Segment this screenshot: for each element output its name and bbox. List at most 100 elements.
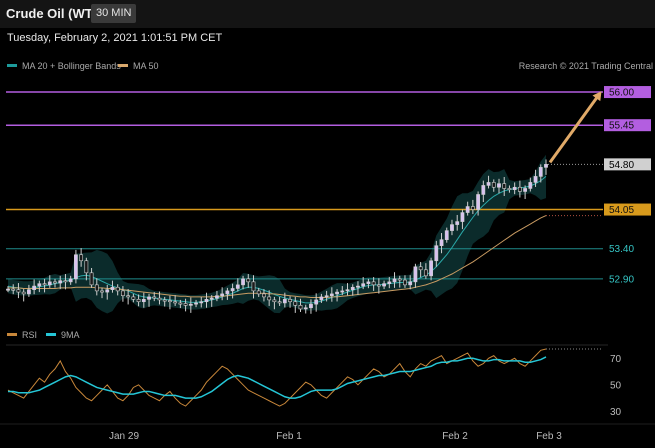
candle-body xyxy=(58,280,63,284)
candle-body xyxy=(517,186,522,192)
level-tag-55-45 xyxy=(604,119,651,132)
candle-body xyxy=(209,297,214,300)
candle-body xyxy=(241,278,245,286)
candle-body xyxy=(188,303,193,306)
candle-body xyxy=(413,266,418,283)
candle-body xyxy=(361,283,366,287)
candle-body xyxy=(246,278,251,283)
candle-body xyxy=(11,288,16,291)
candle-body xyxy=(115,286,120,292)
candle-body xyxy=(293,301,298,306)
x-tick-feb-3: Feb 3 xyxy=(536,431,562,442)
projection-arrow xyxy=(548,95,600,164)
candle-body xyxy=(256,290,261,295)
candle-body xyxy=(157,297,162,301)
candle-body xyxy=(382,283,386,287)
level-label-56-00: 56.00 xyxy=(609,88,634,99)
interval-badge[interactable]: 30 MIN xyxy=(91,4,137,23)
candle-body xyxy=(486,182,491,186)
candle-body xyxy=(491,182,496,188)
candle-body xyxy=(314,299,319,305)
candle-body xyxy=(335,291,339,295)
candle-body xyxy=(465,206,470,213)
rsi-line xyxy=(7,348,547,407)
projection-arrowhead xyxy=(592,91,602,102)
x-tick-jan-29: Jan 29 xyxy=(109,431,139,442)
candle-body xyxy=(418,266,423,271)
timestamp: Tuesday, February 2, 2021 1:01:51 PM CET xyxy=(7,32,223,44)
candle-body xyxy=(21,291,26,295)
candle-body xyxy=(162,299,167,302)
candle-body xyxy=(523,188,528,192)
main-plot: 56.00 55.45 54.80 54.05 53.40 52.90 xyxy=(6,86,651,314)
candle-body xyxy=(131,296,136,300)
candle-body xyxy=(105,289,110,293)
rsi-tick-70: 70 xyxy=(610,354,622,365)
candle-body xyxy=(324,295,329,298)
level-label-53-40: 53.40 xyxy=(609,244,634,255)
candle-body xyxy=(544,164,548,168)
level-label-52-90: 52.90 xyxy=(609,274,634,285)
candle-body xyxy=(183,303,188,306)
candle-body xyxy=(53,281,57,284)
candle-body xyxy=(74,254,78,280)
x-tick-feb-2: Feb 2 xyxy=(442,431,468,442)
rsi-plot: 70 50 30 xyxy=(6,344,622,418)
candle-body xyxy=(481,185,486,195)
candle-body xyxy=(262,293,266,298)
candle-body xyxy=(512,186,517,190)
candle-body xyxy=(141,299,146,303)
candle-body xyxy=(152,296,157,299)
candle-body xyxy=(329,293,334,297)
instrument-title: Crude Oil (WTI) xyxy=(6,6,101,21)
candle-body xyxy=(26,289,31,295)
candle-body xyxy=(225,290,230,295)
candle-body xyxy=(371,281,376,286)
legend-ma20-label: MA 20 + Bollinger Bands xyxy=(22,61,121,71)
level-label-54-80: 54.80 xyxy=(609,160,634,171)
level-label-55-45: 55.45 xyxy=(609,121,634,132)
level-tag-56-00 xyxy=(604,86,651,99)
candle-body xyxy=(350,286,355,290)
level-label-54-05: 54.05 xyxy=(609,205,634,216)
candle-body xyxy=(32,285,37,290)
candle-body xyxy=(356,285,360,288)
x-axis: Jan 29 Feb 1 Feb 2 Feb 3 xyxy=(0,423,655,442)
candle-body xyxy=(282,299,287,304)
candle-body xyxy=(455,221,460,225)
candle-body xyxy=(340,290,345,293)
candle-body xyxy=(403,279,407,286)
candle-body xyxy=(298,305,303,310)
candle-body xyxy=(84,260,89,274)
candle-body xyxy=(16,289,21,293)
candle-body xyxy=(79,254,84,262)
candle-body xyxy=(94,284,99,292)
candle-body xyxy=(267,296,272,301)
legend-9ma-label: 9MA xyxy=(61,330,80,340)
rsi-tick-50: 50 xyxy=(610,380,622,391)
candle-body xyxy=(251,281,256,292)
candle-body xyxy=(100,290,104,293)
level-tag-54-05 xyxy=(604,203,651,216)
candle-body xyxy=(230,288,235,292)
candle-body xyxy=(476,194,480,210)
legend-ma50-swatch xyxy=(118,64,128,67)
candle-body xyxy=(309,303,313,309)
candle-body xyxy=(439,239,444,246)
candle-body xyxy=(288,299,292,303)
candle-body xyxy=(345,289,350,292)
candle-body xyxy=(235,284,240,289)
ma20-line xyxy=(7,176,547,304)
candle-body xyxy=(121,290,125,297)
candle-body xyxy=(408,281,413,286)
candle-body xyxy=(42,283,47,286)
candle-body xyxy=(168,300,172,303)
candle-body xyxy=(319,296,324,301)
x-tick-feb-1: Feb 1 xyxy=(276,431,302,442)
candle-body xyxy=(429,260,433,277)
candle-body xyxy=(173,301,178,304)
candle-body xyxy=(528,182,533,189)
credit-text: Research © 2021 Trading Central xyxy=(519,61,653,71)
candle-body xyxy=(434,245,439,262)
